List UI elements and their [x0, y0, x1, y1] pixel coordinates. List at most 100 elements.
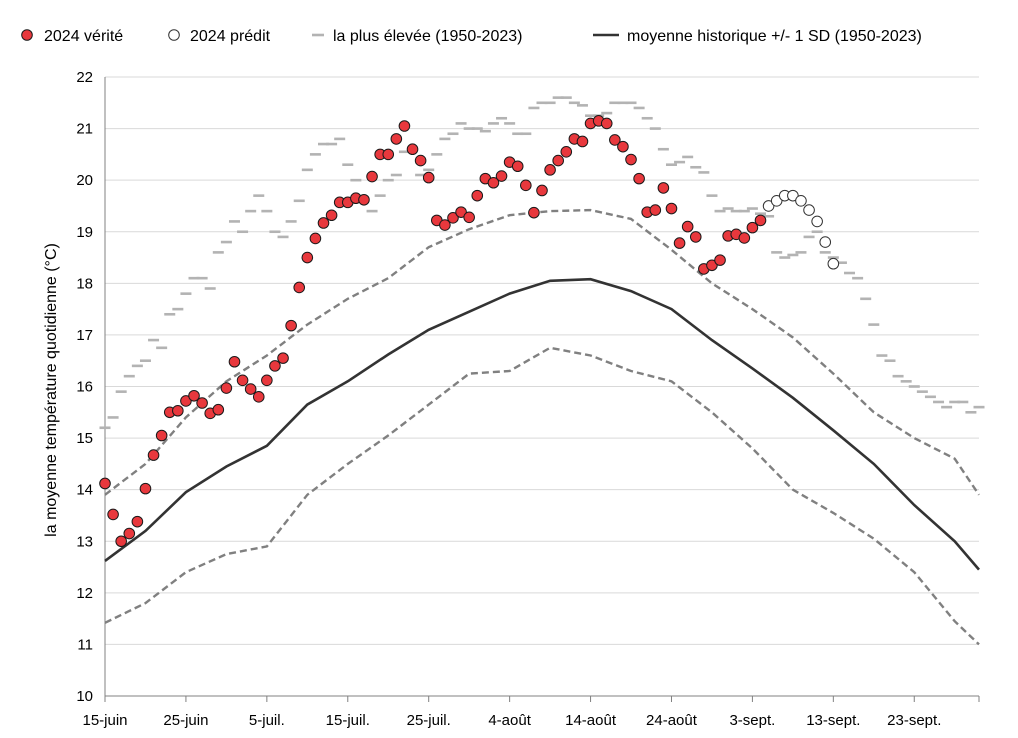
truth-point — [293, 281, 306, 294]
y-tick-label: 15 — [76, 430, 93, 447]
truth-point — [180, 395, 192, 407]
truth-point — [455, 206, 467, 218]
x-tick-label: 25-juil. — [407, 712, 451, 729]
truth-point — [681, 220, 694, 233]
mean-line — [104, 277, 980, 571]
truth-point — [228, 355, 241, 368]
predicted-point — [811, 215, 823, 228]
truth-point — [657, 182, 670, 194]
truth-point — [714, 254, 726, 266]
x-tick-label: 15-juin — [82, 712, 127, 729]
sd-line — [104, 208, 980, 496]
truth-point — [754, 214, 767, 227]
y-tick-label: 17 — [76, 327, 93, 344]
truth-point — [673, 237, 686, 249]
truth-point — [738, 232, 751, 244]
y-tick-label: 12 — [76, 585, 93, 602]
truth-point — [414, 154, 427, 167]
truth-point — [528, 206, 540, 219]
truth-point — [487, 176, 500, 189]
truth-point — [236, 374, 249, 387]
truth-point — [536, 184, 548, 197]
x-tick-label: 3-sept. — [729, 712, 775, 729]
truth-point — [382, 148, 395, 161]
truth-point — [358, 193, 370, 206]
truth-point — [463, 211, 475, 224]
y-tick-label: 18 — [76, 275, 93, 292]
truth-point — [398, 120, 411, 132]
truth-point — [600, 117, 613, 130]
truth-point — [107, 508, 119, 521]
truth-point — [447, 212, 459, 224]
x-tick-label: 13-sept. — [806, 712, 860, 729]
axes: 10 11 12 13 14 15 16 17 18 19 20 21 22 15-juin 25-juin… — [76, 69, 980, 729]
y-gridlines — [105, 76, 979, 645]
truth-point — [520, 179, 532, 192]
legend-marker-predicted — [168, 29, 180, 41]
legend-marker-truth — [21, 29, 33, 41]
predicted-markers — [762, 189, 840, 270]
x-tick-label: 25-juin — [163, 712, 208, 729]
truth-point — [633, 172, 645, 185]
y-axis-title: la moyenne température quotidienne (°C) — [43, 243, 60, 537]
truth-point — [139, 482, 152, 495]
highest-markers — [99, 96, 985, 430]
y-tick-label: 20 — [76, 172, 93, 189]
x-tick-label: 4-août — [488, 712, 531, 729]
truth-point — [617, 140, 629, 153]
legend-label: moyenne historique +/- 1 SD (1950-2023) — [627, 28, 922, 45]
y-tick-label: 11 — [77, 636, 93, 653]
x-tick-label: 24-août — [646, 712, 698, 729]
predicted-point — [762, 200, 775, 212]
truth-point — [422, 171, 435, 184]
truth-point — [544, 164, 556, 176]
y-tick-label: 19 — [76, 224, 93, 241]
truth-point — [689, 231, 702, 243]
x-tick-label: 14-août — [565, 712, 617, 729]
truth-point — [269, 360, 281, 372]
y-tick-label: 14 — [76, 482, 93, 499]
truth-point — [220, 382, 233, 394]
x-tick-label: 23-sept. — [887, 712, 941, 729]
truth-point — [277, 352, 289, 364]
truth-point — [172, 404, 184, 417]
truth-point — [665, 202, 678, 215]
truth-point — [212, 403, 225, 416]
truth-point — [196, 397, 208, 409]
legend: 2024 vérité 2024 prédit la plus élevée (19… — [21, 28, 922, 45]
truth-point — [576, 135, 589, 148]
truth-point — [309, 232, 322, 245]
sd-band-lines — [104, 208, 980, 646]
predicted-point — [827, 257, 840, 270]
legend-label: 2024 vérité — [44, 28, 123, 45]
truth-point — [115, 535, 127, 548]
predicted-point — [787, 189, 799, 202]
truth-point — [244, 383, 257, 395]
x-tick-label: 5-juil. — [249, 712, 285, 729]
truth-point — [495, 170, 508, 182]
truth-point — [471, 189, 484, 202]
truth-point — [188, 389, 200, 402]
x-tick-label: 15-juil. — [326, 712, 370, 729]
legend-label: 2024 prédit — [190, 28, 271, 45]
truth-point — [746, 221, 759, 234]
predicted-point — [795, 195, 807, 207]
truth-point — [366, 170, 378, 183]
predicted-point — [770, 195, 783, 207]
truth-point — [560, 145, 573, 158]
truth-point — [147, 449, 160, 461]
truth-point — [706, 259, 718, 272]
predicted-point — [803, 204, 815, 216]
truth-point — [123, 527, 136, 540]
sd-line — [104, 346, 980, 646]
truth-point — [609, 134, 621, 146]
truth-point — [511, 160, 524, 173]
truth-point — [261, 374, 273, 387]
truth-point — [552, 154, 564, 167]
y-tick-label: 22 — [76, 69, 93, 86]
truth-point — [439, 219, 451, 231]
truth-point — [99, 477, 111, 490]
truth-point — [649, 204, 662, 216]
truth-point — [325, 209, 338, 222]
